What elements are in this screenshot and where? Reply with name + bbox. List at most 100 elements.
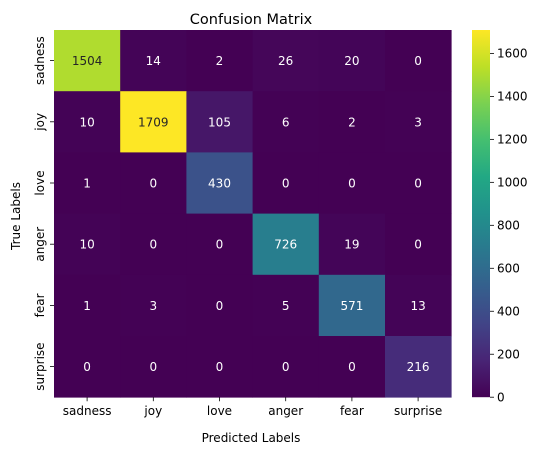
colorbar-gradient — [472, 30, 490, 398]
cell-value: 20 — [344, 54, 359, 68]
cell-value: 6 — [282, 115, 290, 129]
heatmap-cell — [252, 91, 320, 153]
x-tick-label: love — [207, 404, 232, 418]
cell-value: 0 — [414, 177, 422, 191]
colorbar-tick-label: 200 — [497, 347, 520, 361]
cell-value: 5 — [282, 299, 290, 313]
heatmap-cell — [385, 30, 452, 92]
x-axis-label: Predicted Labels — [202, 431, 301, 445]
x-tick-label: fear — [340, 404, 364, 418]
colorbar-tick-label: 0 — [497, 390, 505, 404]
y-tick-label: joy — [33, 113, 47, 132]
heatmap-cell — [252, 274, 320, 337]
cell-value: 0 — [348, 177, 356, 191]
cell-value: 2 — [348, 115, 356, 129]
colorbar-tick-label: 1400 — [497, 90, 528, 104]
heatmap-cell — [54, 152, 121, 214]
cell-value: 1 — [83, 299, 91, 313]
cell-value: 430 — [208, 177, 231, 191]
cell-value: 14 — [146, 54, 161, 68]
y-tick-label: love — [33, 170, 47, 195]
heatmap-cell — [318, 152, 386, 214]
heatmap-cell — [385, 152, 452, 214]
heatmap-cell — [385, 213, 452, 276]
heatmap-cell — [318, 336, 386, 398]
cell-value: 0 — [414, 238, 422, 252]
cell-value: 216 — [407, 360, 430, 374]
heatmap-cells — [54, 30, 452, 398]
colorbar-tick-label: 1200 — [497, 133, 528, 147]
colorbar-tick-label: 600 — [497, 261, 520, 275]
heatmap-cell — [385, 274, 452, 337]
heatmap-cell — [252, 30, 320, 92]
cell-value: 0 — [216, 238, 224, 252]
heatmap-cell — [252, 336, 320, 398]
cell-value: 1709 — [138, 115, 169, 129]
colorbar-tick-label: 1600 — [497, 47, 528, 61]
cell-value: 10 — [79, 238, 94, 252]
heatmap-cell — [186, 152, 253, 214]
chart-title: Confusion Matrix — [190, 12, 313, 28]
cell-value: 13 — [410, 299, 425, 313]
cell-value: 1 — [83, 177, 91, 191]
cell-value: 0 — [348, 360, 356, 374]
cell-value: 571 — [340, 299, 363, 313]
heatmap-cell — [54, 213, 121, 276]
colorbar-tick-label: 400 — [497, 304, 520, 318]
x-tick-label: joy — [143, 404, 162, 418]
heatmap-cell — [54, 336, 121, 398]
cell-value: 105 — [208, 115, 231, 129]
heatmap-cell — [252, 152, 320, 214]
x-tick-label: anger — [268, 404, 303, 418]
y-tick-label: anger — [33, 227, 47, 262]
y-tick-label: surprise — [33, 342, 47, 390]
cell-value: 0 — [149, 177, 157, 191]
cell-value: 0 — [149, 238, 157, 252]
heatmap-cell — [120, 213, 187, 276]
heatmap-cell — [318, 91, 386, 153]
heatmap-cell — [120, 152, 187, 214]
heatmap-cell — [120, 274, 187, 337]
y-tick-label: sadness — [33, 36, 47, 85]
cell-annotations: 1504 14 2 26 20 010 1709 105 6 2 31 0 430 0 0 010 0 0 726 1… — [72, 54, 430, 374]
heatmap-cell — [385, 336, 452, 398]
heatmap-cell — [318, 274, 386, 337]
x-tick-label: sadness — [63, 404, 112, 418]
heatmap-cell — [186, 30, 253, 92]
y-tick-label: fear — [33, 293, 47, 317]
cell-value: 19 — [344, 238, 359, 252]
y-axis-label: True Labels — [9, 182, 23, 251]
heatmap-cell — [186, 274, 253, 337]
cell-value: 3 — [414, 115, 422, 129]
cell-value: 0 — [282, 360, 290, 374]
x-tick-label: surprise — [394, 404, 442, 418]
cell-value: 726 — [274, 238, 297, 252]
heatmap-cell — [318, 30, 386, 92]
cell-value: 0 — [414, 54, 422, 68]
heatmap-cell — [186, 91, 253, 153]
heatmap-cell — [252, 213, 320, 276]
cell-value: 0 — [149, 360, 157, 374]
colorbar-tick-label: 800 — [497, 219, 520, 233]
cell-value: 0 — [216, 360, 224, 374]
cell-value: 0 — [216, 299, 224, 313]
cell-value: 10 — [79, 115, 94, 129]
x-axis: sadness joy love anger fear surprise — [63, 397, 442, 418]
heatmap-cell — [54, 91, 121, 153]
cell-value: 0 — [83, 360, 91, 374]
heatmap-cell — [54, 274, 121, 337]
heatmap-cell — [54, 30, 121, 92]
cell-value: 1504 — [72, 54, 103, 68]
cell-value: 26 — [278, 54, 293, 68]
colorbar-tick-label: 1000 — [497, 176, 528, 190]
heatmap-cell — [186, 213, 253, 276]
cell-value: 2 — [216, 54, 224, 68]
heatmap-cell — [120, 30, 187, 92]
heatmap-cell — [186, 336, 253, 398]
heatmap-cell — [120, 336, 187, 398]
heatmap-cell — [385, 91, 452, 153]
colorbar: 0 200 400 600 800 1000 1200 1400 1600 — [472, 30, 528, 404]
heatmap-cell — [120, 91, 187, 153]
y-axis: sadness joy love anger fear surprise — [33, 36, 54, 391]
